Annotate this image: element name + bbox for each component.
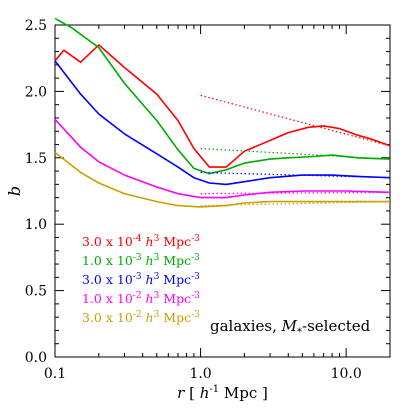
series-lines [54, 17, 391, 208]
axis-labels: galaxies, M*-selected b r [ h-1 Mpc ] [5, 186, 371, 402]
annotation-galaxies-selected: galaxies, M*-selected [210, 317, 371, 338]
y-tick-label: 2.5 [25, 18, 47, 34]
y-tick-label: 1.0 [25, 217, 47, 233]
plot-frame [54, 24, 391, 358]
legend: 3.0 x 10-4 h3 Mpc-3 1.0 x 10-3 h3 Mpc-3 3.… [82, 234, 200, 325]
series-line-5 [54, 151, 390, 208]
y-tick-label: 0.0 [25, 350, 47, 366]
x-tick-label: 0.1 [44, 366, 66, 382]
y-tick-label: 0.5 [25, 284, 47, 300]
fit-line-4 [200, 191, 391, 195]
series-line-3 [54, 60, 391, 186]
legend-entry-2: 1.0 x 10-3 h3 Mpc-3 [82, 253, 200, 268]
series-line-1 [54, 44, 391, 168]
x-tick-label: 1.0 [189, 366, 211, 382]
legend-entry-5: 3.0 x 10-2 h3 Mpc-3 [82, 310, 200, 325]
series-line-4 [54, 118, 391, 199]
y-axis-label: b [5, 186, 24, 196]
fit-line-1 [200, 94, 391, 147]
axis-tick-labels: 0.0 0.5 1.0 1.5 2.0 2.5 0.1 1.0 10.0 [25, 18, 362, 382]
series-line-2 [54, 17, 391, 175]
x-axis-label: r [ h-1 Mpc ] [177, 384, 268, 402]
y-tick-label: 1.5 [25, 151, 47, 167]
y-tick-label: 2.0 [25, 84, 47, 100]
fit-lines [200, 94, 391, 207]
x-tick-label: 10.0 [331, 366, 362, 382]
plot-area-border [54, 24, 391, 358]
legend-entry-4: 1.0 x 10-2 h3 Mpc-3 [82, 291, 200, 306]
legend-entry-3: 3.0 x 10-3 h3 Mpc-3 [82, 272, 200, 287]
legend-entry-1: 3.0 x 10-4 h3 Mpc-3 [82, 234, 200, 249]
